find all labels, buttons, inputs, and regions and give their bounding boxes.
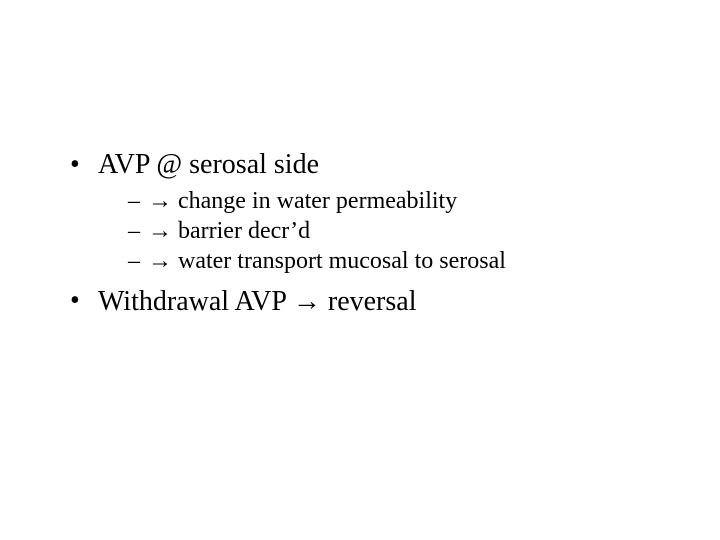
arrow-icon: → [148,187,172,214]
bullet-text: water transport mucosal to serosal [178,248,506,274]
arrow-icon: → [148,217,172,244]
list-item: AVP @ serosal side → change in water per… [70,148,720,276]
bullet-text: reversal [321,286,417,317]
arrow-icon: → [293,285,321,316]
list-item: → water transport mucosal to serosal [128,246,720,276]
bullet-text: AVP @ serosal side [98,149,319,180]
bullet-text: Withdrawal AVP [98,286,293,317]
bullet-text: change in water permeability [178,188,457,214]
list-item: → change in water permeability [128,186,720,216]
list-item: Withdrawal AVP → reversal [70,284,720,319]
bullet-list-level1: AVP @ serosal side → change in water per… [70,148,720,318]
list-item: → barrier decr’d [128,216,720,246]
bullet-text: barrier decr’d [178,218,310,244]
arrow-icon: → [148,247,172,274]
bullet-list-level2: → change in water permeability → barrier… [98,186,720,276]
slide: AVP @ serosal side → change in water per… [0,0,720,540]
